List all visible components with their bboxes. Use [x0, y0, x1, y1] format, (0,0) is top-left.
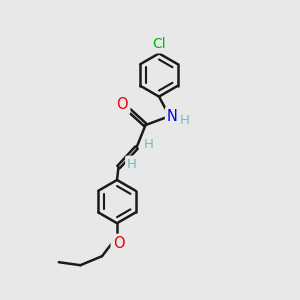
Text: O: O — [117, 97, 128, 112]
Text: O: O — [113, 236, 124, 251]
Text: H: H — [144, 138, 154, 151]
Text: Cl: Cl — [152, 38, 166, 51]
Text: H: H — [180, 114, 190, 127]
Text: H: H — [127, 158, 137, 171]
Text: N: N — [167, 109, 178, 124]
